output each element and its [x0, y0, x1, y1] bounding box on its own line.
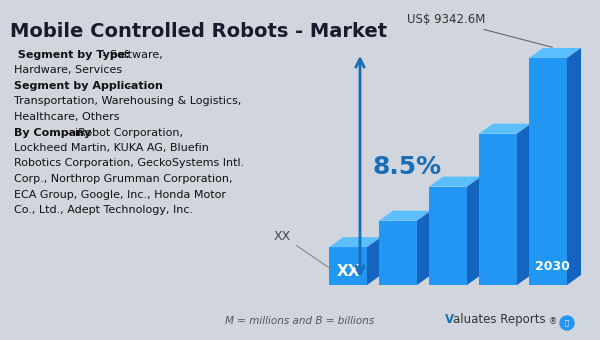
- Polygon shape: [329, 247, 367, 285]
- Text: Robotics Corporation, GeckoSystems Intl.: Robotics Corporation, GeckoSystems Intl.: [14, 158, 244, 169]
- Text: ECA Group, Google, Inc., Honda Motor: ECA Group, Google, Inc., Honda Motor: [14, 189, 226, 200]
- Text: Transportation, Warehousing & Logistics,: Transportation, Warehousing & Logistics,: [14, 97, 241, 106]
- Polygon shape: [467, 177, 481, 285]
- Polygon shape: [367, 237, 381, 285]
- Text: US$ 9342.6M: US$ 9342.6M: [407, 13, 553, 47]
- Text: M = millions and B = billions: M = millions and B = billions: [226, 316, 374, 326]
- Polygon shape: [567, 48, 581, 285]
- Text: - iRobot Corporation,: - iRobot Corporation,: [64, 128, 183, 137]
- Polygon shape: [417, 211, 431, 285]
- Text: Lockheed Martin, KUKA AG, Bluefin: Lockheed Martin, KUKA AG, Bluefin: [14, 143, 209, 153]
- Polygon shape: [329, 237, 381, 247]
- Text: V: V: [445, 313, 454, 326]
- Text: aluates Reports: aluates Reports: [453, 313, 545, 326]
- Text: By Company: By Company: [14, 128, 91, 137]
- Polygon shape: [529, 58, 567, 285]
- Text: Segment by Type:: Segment by Type:: [14, 50, 130, 60]
- Polygon shape: [379, 221, 417, 285]
- Text: ⛵: ⛵: [565, 320, 569, 326]
- Polygon shape: [517, 124, 531, 285]
- Text: 8.5%: 8.5%: [372, 154, 441, 179]
- Text: Mobile Controlled Robots - Market: Mobile Controlled Robots - Market: [10, 22, 387, 41]
- Text: Corp., Northrop Grumman Corporation,: Corp., Northrop Grumman Corporation,: [14, 174, 233, 184]
- Polygon shape: [429, 187, 467, 285]
- Polygon shape: [479, 124, 531, 134]
- Text: Healthcare, Others: Healthcare, Others: [14, 112, 119, 122]
- Text: Hardware, Services: Hardware, Services: [14, 66, 122, 75]
- Text: ®: ®: [549, 317, 557, 326]
- Circle shape: [560, 316, 574, 330]
- Polygon shape: [379, 211, 431, 221]
- Text: - Software,: - Software,: [99, 50, 163, 60]
- Text: 2030: 2030: [535, 260, 569, 273]
- Text: XX: XX: [274, 230, 332, 270]
- Polygon shape: [429, 177, 481, 187]
- Polygon shape: [479, 134, 517, 285]
- Text: Segment by Application: Segment by Application: [14, 81, 163, 91]
- Text: Co., Ltd., Adept Technology, Inc.: Co., Ltd., Adept Technology, Inc.: [14, 205, 193, 215]
- Text: XX: XX: [336, 264, 360, 278]
- Text: -: -: [124, 81, 131, 91]
- Polygon shape: [529, 48, 581, 58]
